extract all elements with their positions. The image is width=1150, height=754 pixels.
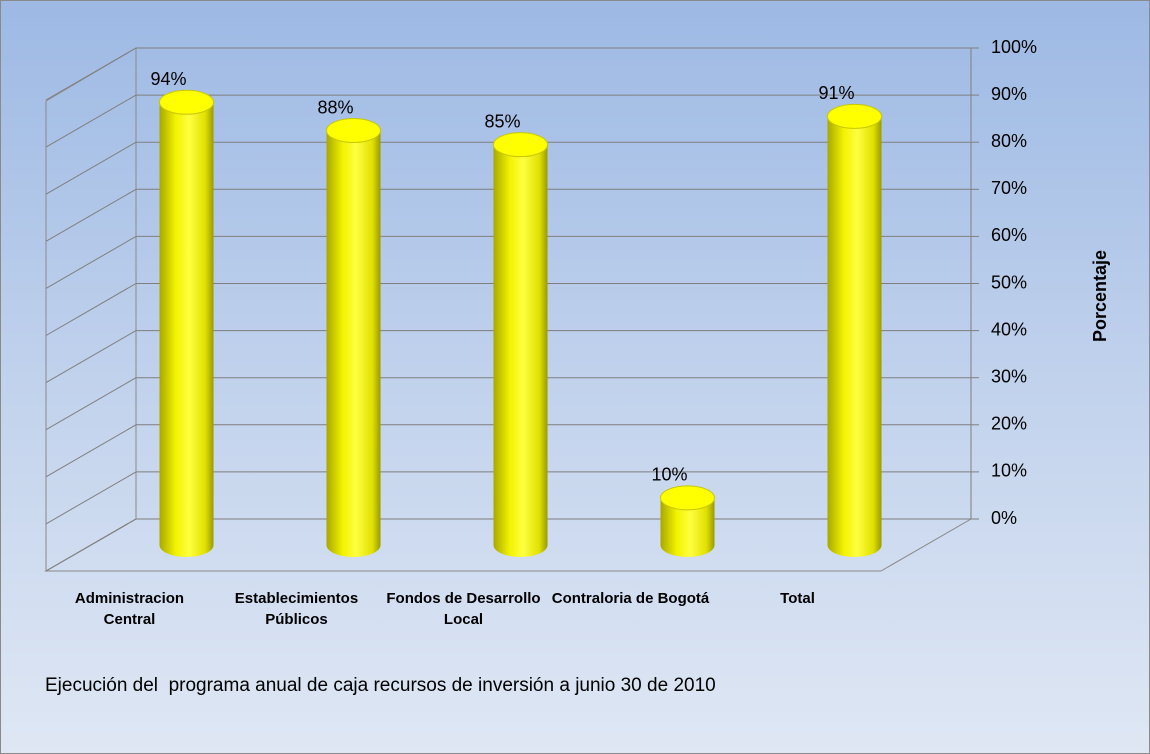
side-grid-line [45,141,137,195]
bar-top [326,118,381,144]
side-grid-line [45,471,137,525]
y-axis-label: Porcentaje [1090,250,1110,342]
value-label: 91% [818,83,854,103]
x-tick-label: Total [780,590,815,607]
y-tick-label: 0% [991,508,1017,528]
bar [660,497,715,557]
side-grid-line [45,518,137,572]
side-grid-line [45,377,137,431]
x-tick-label: Establecimientos Públicos [234,590,359,628]
y-tick-label: 10% [991,461,1027,481]
bar-top [827,103,882,129]
y-tick-label: 100% [991,37,1037,57]
side-grid-line [45,235,137,289]
x-tick-label: Fondos de Desarrollo Local [386,590,541,628]
y-tick-label: 20% [991,414,1027,434]
value-label: 10% [651,465,687,485]
y-tick-label: 40% [991,319,1027,339]
y-tick-label: 80% [991,131,1027,151]
x-tick-label: Contraloria de Bogotá [551,590,710,607]
y-tick-label: 30% [991,366,1027,386]
bar [159,102,214,557]
y-tick-label: 70% [991,178,1027,198]
y-tick-label: 50% [991,272,1027,292]
x-tick-label: Administracion Central [74,590,185,628]
side-grid-line [45,188,137,242]
side-grid-line [45,47,137,101]
bar [493,144,548,557]
y-tick-label: 60% [991,225,1027,245]
bar [326,130,381,557]
side-grid-line [45,424,137,478]
bar-top [159,89,214,115]
side-grid-line [45,330,137,384]
value-label: 94% [150,69,186,89]
y-tick-label: 90% [991,84,1027,104]
side-grid-line [45,283,137,336]
value-label: 85% [484,111,520,131]
bar-top [493,132,548,158]
bar [827,116,882,557]
side-grid-line [45,94,137,148]
value-label: 88% [317,97,353,117]
caption: Ejecución del programa anual de caja rec… [45,675,716,696]
bar-top [660,485,715,511]
